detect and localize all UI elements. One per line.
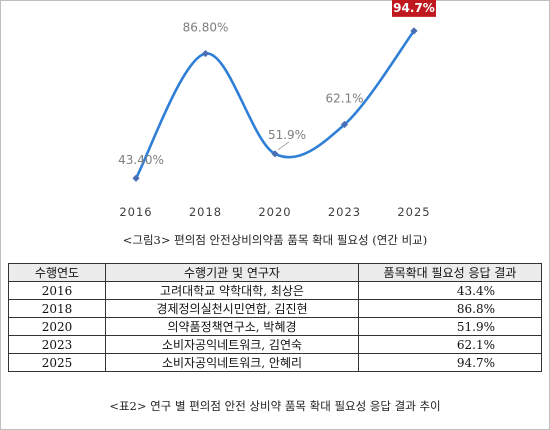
header-result: 품목확대 필요성 응답 결과 [358,263,542,282]
data-point-marker [201,49,210,58]
data-point-marker [132,174,140,182]
cell-year: 2020 [8,317,106,336]
cell-result: 94.7% [358,353,542,372]
data-point-marker [340,120,349,129]
data-label: 62.1% [325,92,363,106]
table-row: 2023 소비자공익네트워크, 김연숙 62.1% [8,335,542,354]
series-line [134,30,416,179]
cell-result: 62.1% [358,335,542,354]
table-row: 2025 소비자공익네트워크, 안혜리 94.7% [8,353,542,372]
data-point-marker [271,150,279,158]
data-label: 51.9% [268,128,306,142]
header-year: 수행연도 [8,263,106,282]
cell-institution: 소비자공익네트워크, 안혜리 [105,353,359,372]
cell-institution: 의약품정책연구소, 박혜경 [105,317,359,336]
chart-caption: <그림3> 편의점 안전상비의약품 품목 확대 필요성 (연간 비교) [122,233,428,247]
data-point-marker [410,27,418,35]
x-tick-label: 2020 [258,205,291,219]
cell-year: 2023 [8,335,106,354]
table-row: 2020 의약품정책연구소, 박혜경 51.9% [8,317,542,336]
data-table: 수행연도 수행기관 및 연구자 품목확대 필요성 응답 결과 2016 고려대학… [8,263,542,372]
cell-result: 43.4% [358,281,542,300]
data-label: 86.80% [183,21,229,35]
x-tick-label: 2023 [328,205,361,219]
label-leader-line [277,141,290,151]
x-tick-label: 2018 [189,205,222,219]
cell-institution: 고려대학교 약학대학, 최상은 [105,281,359,300]
cell-year: 2016 [8,281,106,300]
table-header-row: 수행연도 수행기관 및 연구자 품목확대 필요성 응답 결과 [8,263,542,282]
cell-result: 51.9% [358,317,542,336]
data-label: 43.40% [118,153,164,167]
header-institution: 수행기관 및 연구자 [105,263,359,282]
table-caption: <표2> 연구 별 편의점 안전 상비약 품목 확대 필요성 응답 결과 추이 [109,399,441,413]
line-chart: 43.40% 86.80% 51.9% 62.1% 94.7% 2016 2018 2020 2… [118,0,436,219]
x-tick-label: 2025 [397,205,430,219]
cell-year: 2018 [8,299,106,318]
table-row: 2016 고려대학교 약학대학, 최상은 43.4% [8,281,542,300]
cell-institution: 경제정의실천시민연합, 김진현 [105,299,359,318]
cell-result: 86.8% [358,299,542,318]
cell-institution: 소비자공익네트워크, 김연숙 [105,335,359,354]
table-row: 2018 경제정의실천시민연합, 김진현 86.8% [8,299,542,318]
cell-year: 2025 [8,353,106,372]
highlight-label-box [392,0,436,17]
x-tick-label: 2016 [119,205,152,219]
data-label: 94.7% [393,1,435,15]
